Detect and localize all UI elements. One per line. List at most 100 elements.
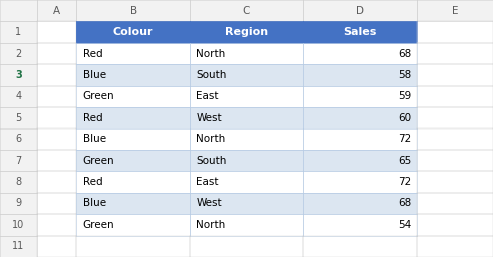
Bar: [417, 64, 493, 86]
Text: 5: 5: [15, 113, 22, 123]
Bar: [417, 128, 493, 150]
Bar: [37, 0, 76, 21]
Text: 3: 3: [15, 70, 22, 80]
Bar: [190, 107, 303, 128]
Text: 60: 60: [398, 113, 412, 123]
Text: 72: 72: [398, 177, 412, 187]
Text: Green: Green: [83, 156, 114, 166]
Text: 68: 68: [398, 198, 412, 208]
Bar: [76, 150, 190, 171]
Bar: [37, 236, 76, 257]
Bar: [190, 0, 303, 21]
Bar: [37, 64, 76, 86]
Text: East: East: [196, 91, 219, 101]
Bar: [0, 128, 37, 150]
Bar: [76, 171, 190, 193]
Text: D: D: [356, 6, 364, 16]
Bar: [417, 21, 493, 43]
Text: 54: 54: [398, 220, 412, 230]
Bar: [76, 236, 190, 257]
Bar: [76, 64, 190, 86]
Bar: [0, 21, 37, 43]
Bar: [76, 107, 190, 128]
Text: Blue: Blue: [83, 134, 106, 144]
Text: 8: 8: [15, 177, 22, 187]
Bar: [0, 0, 37, 21]
Text: Red: Red: [83, 49, 103, 59]
Text: 9: 9: [15, 198, 22, 208]
Bar: [417, 236, 493, 257]
Bar: [190, 171, 303, 193]
Bar: [417, 171, 493, 193]
Text: 59: 59: [398, 91, 412, 101]
Bar: [303, 150, 417, 171]
Text: 58: 58: [398, 70, 412, 80]
Text: Red: Red: [83, 113, 103, 123]
Bar: [303, 86, 417, 107]
Bar: [303, 214, 417, 236]
Bar: [417, 150, 493, 171]
Bar: [76, 0, 190, 21]
Bar: [76, 86, 190, 107]
Text: South: South: [196, 70, 227, 80]
Bar: [190, 236, 303, 257]
Bar: [303, 171, 417, 193]
Bar: [303, 193, 417, 214]
Bar: [37, 21, 76, 43]
Bar: [417, 86, 493, 107]
Bar: [76, 43, 190, 64]
Bar: [303, 0, 417, 21]
Text: Blue: Blue: [83, 198, 106, 208]
Bar: [190, 21, 303, 43]
Bar: [417, 43, 493, 64]
Bar: [303, 128, 417, 150]
Text: East: East: [196, 177, 219, 187]
Bar: [190, 193, 303, 214]
Bar: [0, 64, 37, 86]
Text: 10: 10: [12, 220, 25, 230]
Bar: [0, 171, 37, 193]
Bar: [37, 107, 76, 128]
Bar: [190, 43, 303, 64]
Bar: [190, 64, 303, 86]
Text: South: South: [196, 156, 227, 166]
Bar: [0, 43, 37, 64]
Bar: [37, 43, 76, 64]
Bar: [417, 107, 493, 128]
Text: 7: 7: [15, 156, 22, 166]
Bar: [417, 214, 493, 236]
Text: 4: 4: [15, 91, 22, 101]
Bar: [0, 107, 37, 128]
Text: North: North: [196, 49, 225, 59]
Text: West: West: [196, 113, 222, 123]
Text: Colour: Colour: [113, 27, 153, 37]
Bar: [417, 193, 493, 214]
Bar: [303, 236, 417, 257]
Bar: [190, 150, 303, 171]
Bar: [37, 171, 76, 193]
Bar: [190, 128, 303, 150]
Bar: [0, 236, 37, 257]
Bar: [190, 214, 303, 236]
Text: C: C: [243, 6, 250, 16]
Bar: [0, 193, 37, 214]
Text: A: A: [53, 6, 60, 16]
Bar: [303, 21, 417, 43]
Bar: [303, 43, 417, 64]
Text: West: West: [196, 198, 222, 208]
Bar: [0, 86, 37, 107]
Text: 1: 1: [15, 27, 22, 37]
Text: Sales: Sales: [343, 27, 377, 37]
Text: 65: 65: [398, 156, 412, 166]
Bar: [76, 214, 190, 236]
Text: B: B: [130, 6, 137, 16]
Text: 6: 6: [15, 134, 22, 144]
Bar: [303, 64, 417, 86]
Bar: [0, 150, 37, 171]
Bar: [190, 86, 303, 107]
Bar: [76, 21, 190, 43]
Text: 68: 68: [398, 49, 412, 59]
Text: 11: 11: [12, 241, 25, 251]
Bar: [37, 150, 76, 171]
Bar: [303, 107, 417, 128]
